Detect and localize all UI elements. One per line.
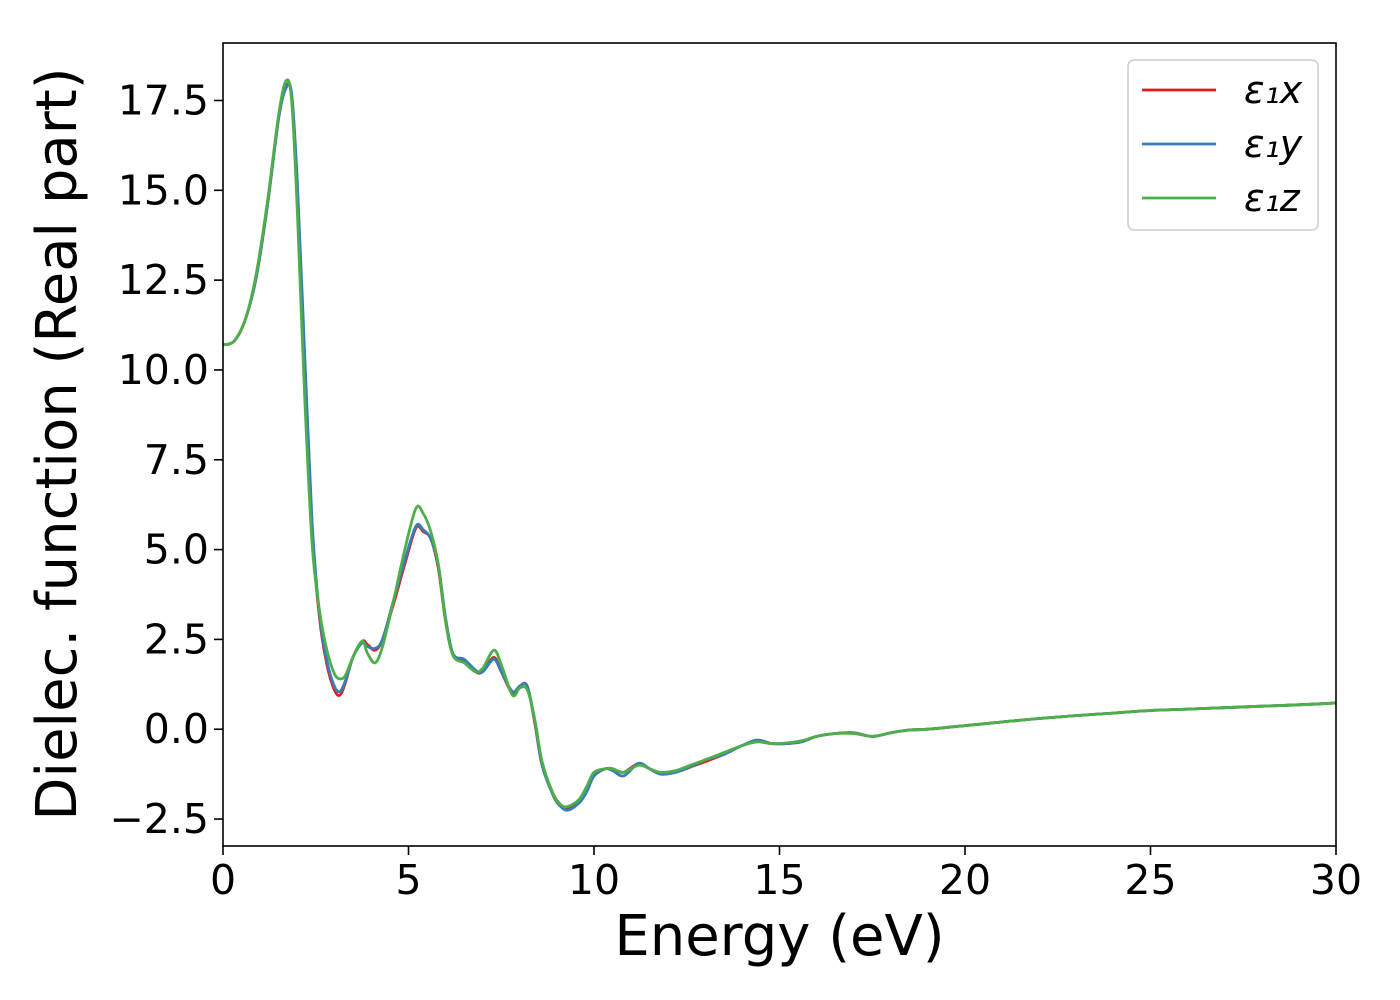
y-tick-label: 5.0 [144, 526, 209, 574]
x-tick-label: 30 [1310, 856, 1362, 904]
legend-label-2: ε₁y [1244, 122, 1303, 166]
x-axis-label: Energy (eV) [614, 904, 944, 969]
x-tick-label: 25 [1124, 856, 1176, 904]
x-tick-label: 5 [395, 856, 421, 904]
y-tick-label: 15.0 [118, 166, 209, 214]
y-axis: −2.5 0.0 2.5 5.0 7.5 10.0 12.5 15.0 17.5 [109, 76, 223, 843]
series-line-3 [222, 78, 1337, 809]
x-tick-label: 15 [753, 856, 805, 904]
y-tick-label: 0.0 [144, 705, 209, 753]
y-tick-label: 17.5 [118, 76, 209, 124]
y-axis-label: Dielec. function (Real part) [25, 67, 90, 820]
x-tick-label: 20 [939, 856, 991, 904]
legend-label-1: ε₁x [1244, 68, 1303, 112]
y-tick-label: −2.5 [109, 795, 209, 843]
y-tick-label: 10.0 [118, 346, 209, 394]
x-tick-label: 0 [210, 856, 236, 904]
x-tick-label: 10 [568, 856, 620, 904]
series-layer [222, 78, 1337, 812]
legend-box [1127, 59, 1319, 231]
y-tick-label: 12.5 [118, 256, 209, 304]
y-tick-label: 7.5 [144, 436, 209, 484]
y-tick-label: 2.5 [144, 615, 209, 663]
legend-label-3: ε₁z [1244, 176, 1301, 220]
legend: ε₁x ε₁y ε₁z [1127, 59, 1319, 231]
x-axis: 0 5 10 15 20 25 30 [210, 846, 1362, 904]
